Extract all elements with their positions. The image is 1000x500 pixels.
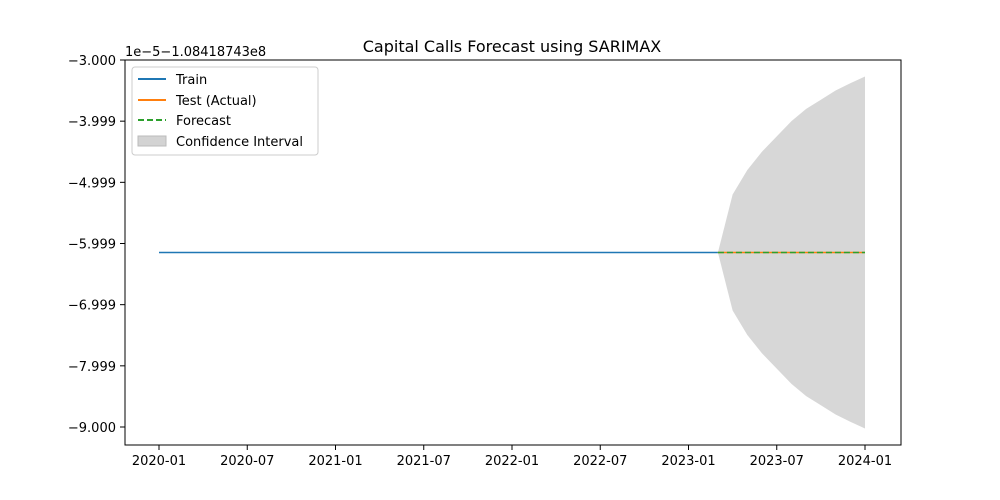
plot-area [124,59,902,446]
x-tick-label: 2024-01 [838,454,892,469]
y-tick-label: −4.999 [68,176,116,191]
x-tick-label: 2020-07 [220,454,274,469]
y-tick-label: −9.000 [68,421,116,436]
y-tick-label: −5.999 [68,238,116,253]
legend-ci-swatch [137,135,167,147]
x-tick-label: 2020-01 [132,454,186,469]
x-tick-label: 2023-07 [750,454,804,469]
legend-train-label: Train [175,73,207,88]
chart-title: Capital Calls Forecast using SARIMAX [363,37,662,56]
y-axis: −3.000 −3.999 −4.999 −5.999 −6.999 −7.999 −9.0… [68,54,125,436]
x-tick-label: 2022-01 [485,454,539,469]
x-tick-label: 2023-01 [661,454,715,469]
legend-test-label: Test (Actual) [175,94,257,109]
x-axis: 2020-01 2020-07 2021-01 2021-07 2022-01 2022-… [132,445,892,469]
y-tick-label: −3.999 [68,115,116,130]
x-tick-label: 2022-07 [573,454,627,469]
y-tick-label: −7.999 [68,360,116,375]
legend-forecast-label: Forecast [176,114,231,129]
legend-box [131,66,319,156]
y-tick-label: −3.000 [68,54,116,69]
x-tick-label: 2021-07 [397,454,451,469]
y-offset-label: 1e−5−1.08418743e8 [125,45,266,60]
axes-frame [124,59,902,446]
x-tick-label: 2021-01 [308,454,362,469]
y-tick-label: −6.999 [68,299,116,314]
legend-ci-label: Confidence Interval [176,135,303,150]
legend: Train Test (Actual) Forecast Confidence … [131,66,319,156]
